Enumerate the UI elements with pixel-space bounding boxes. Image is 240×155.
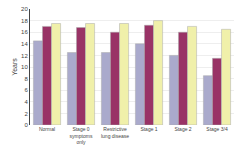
svg-text:6: 6 [24, 87, 28, 93]
svg-text:Stage 3/4: Stage 3/4 [206, 126, 228, 132]
svg-text:10: 10 [21, 64, 28, 70]
svg-text:12: 12 [21, 53, 28, 59]
svg-text:Years: Years [11, 58, 18, 76]
svg-text:14: 14 [21, 41, 28, 47]
svg-text:Restrictivelung disease: Restrictivelung disease [101, 126, 129, 139]
svg-text:2: 2 [24, 111, 28, 117]
svg-text:Stage 2: Stage 2 [174, 126, 191, 132]
svg-text:4: 4 [24, 99, 28, 105]
svg-text:Stage 0symptomsonly: Stage 0symptomsonly [70, 126, 93, 145]
svg-text:0: 0 [24, 122, 28, 128]
svg-text:20: 20 [21, 6, 28, 12]
svg-text:Normal: Normal [39, 126, 55, 132]
svg-text:18: 18 [21, 18, 28, 24]
svg-text:Stage 1: Stage 1 [140, 126, 157, 132]
svg-text:16: 16 [21, 29, 28, 35]
svg-text:8: 8 [24, 76, 28, 82]
